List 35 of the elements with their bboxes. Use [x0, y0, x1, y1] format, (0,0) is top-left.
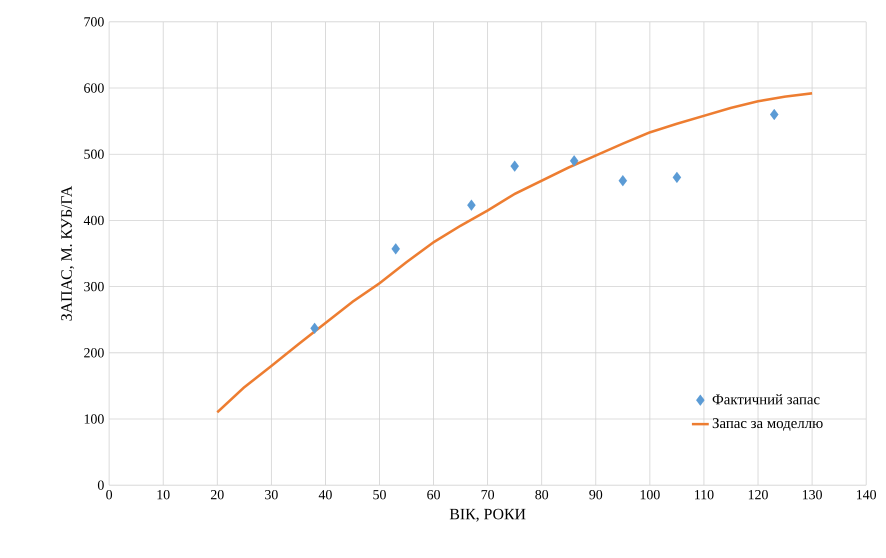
- x-tick-label: 140: [856, 490, 876, 500]
- legend-label: Запас за моделлю: [712, 418, 823, 432]
- y-tick-label: 600: [84, 84, 104, 93]
- y-tick-label: 100: [84, 414, 104, 424]
- x-tick-label: 30: [265, 490, 278, 500]
- point: [570, 155, 578, 167]
- y-tick-label: 200: [84, 348, 104, 358]
- x-axis-title: ВІК, РОКИ: [450, 508, 526, 522]
- y-tick-label: 400: [84, 216, 104, 226]
- point: [391, 243, 400, 255]
- point: [510, 160, 519, 172]
- x-tick-label: 90: [589, 490, 602, 500]
- point: [672, 172, 682, 184]
- point: [618, 175, 628, 187]
- y-tick-label: 300: [84, 282, 104, 292]
- y-tick-label: 500: [84, 150, 104, 160]
- x-tick-label: 20: [210, 490, 224, 500]
- x-tick-label: 80: [535, 490, 548, 500]
- x-tick-label: 100: [640, 490, 660, 500]
- x-tick-label: 70: [482, 490, 494, 500]
- x-tick-label: 110: [695, 490, 714, 500]
- x-tick-label: 60: [427, 490, 440, 500]
- x-tick-label: 0: [106, 490, 112, 500]
- x-tick-label: 10: [157, 490, 170, 500]
- y-tick-label: 0: [98, 480, 104, 490]
- legend-label: Фактичний запас: [712, 394, 820, 405]
- point: [467, 200, 476, 212]
- x-tick-label: 120: [748, 490, 768, 500]
- y-axis-title: ЗАПАС, М. КУБ/ГА: [61, 186, 74, 321]
- x-tick-label: 40: [318, 490, 332, 500]
- point: [310, 322, 319, 334]
- point: [770, 109, 779, 120]
- y-tick-label: 700: [84, 17, 104, 27]
- x-tick-label: 130: [802, 490, 822, 500]
- x-tick-label: 50: [373, 490, 386, 500]
